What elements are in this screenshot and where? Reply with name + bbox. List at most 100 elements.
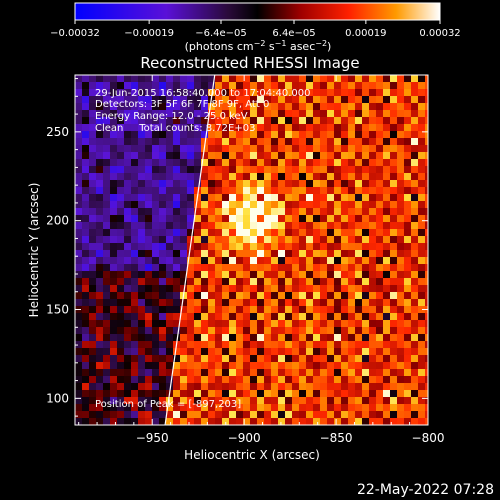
heatmap-cell <box>117 362 124 369</box>
heatmap-cell <box>418 271 425 278</box>
heatmap-cell <box>187 313 194 320</box>
heatmap-cell <box>117 131 124 138</box>
heatmap-cell <box>264 236 271 243</box>
heatmap-cell <box>313 124 320 131</box>
heatmap-cell <box>383 201 390 208</box>
heatmap-cell <box>250 334 257 341</box>
heatmap-cell <box>194 355 201 362</box>
heatmap-cell <box>243 411 250 418</box>
heatmap-cell <box>390 173 397 180</box>
heatmap-cell <box>103 278 110 285</box>
heatmap-cell <box>124 229 131 236</box>
heatmap-cell <box>82 166 89 173</box>
heatmap-cell <box>418 194 425 201</box>
heatmap-cell <box>82 187 89 194</box>
heatmap-cell <box>131 390 138 397</box>
heatmap-cell <box>229 201 236 208</box>
heatmap-cell <box>222 117 229 124</box>
heatmap-cell <box>390 376 397 383</box>
heatmap-cell <box>159 229 166 236</box>
heatmap-cell <box>124 369 131 376</box>
heatmap-cell <box>376 355 383 362</box>
heatmap-cell <box>285 124 292 131</box>
heatmap-cell <box>82 152 89 159</box>
heatmap-cell <box>89 180 96 187</box>
heatmap-cell <box>236 117 243 124</box>
heatmap-cell <box>124 327 131 334</box>
heatmap-cell <box>131 159 138 166</box>
heatmap-cell <box>404 334 411 341</box>
heatmap-cell <box>215 383 222 390</box>
heatmap-cell <box>138 215 145 222</box>
heatmap-cell <box>418 131 425 138</box>
heatmap-cell <box>89 173 96 180</box>
heatmap-cell <box>299 348 306 355</box>
heatmap-cell <box>348 229 355 236</box>
heatmap-cell <box>131 75 138 82</box>
heatmap-cell <box>362 404 369 411</box>
heatmap-cell <box>222 103 229 110</box>
heatmap-cell <box>327 215 334 222</box>
heatmap-cell <box>215 313 222 320</box>
heatmap-cell <box>117 236 124 243</box>
heatmap-cell <box>187 201 194 208</box>
heatmap-cell <box>215 369 222 376</box>
heatmap-cell <box>131 89 138 96</box>
heatmap-cell <box>383 376 390 383</box>
heatmap-cell <box>390 299 397 306</box>
heatmap-cell <box>306 334 313 341</box>
heatmap-cell <box>320 124 327 131</box>
heatmap-cell <box>96 299 103 306</box>
heatmap-cell <box>369 369 376 376</box>
heatmap-cell <box>145 327 152 334</box>
heatmap-cell <box>180 411 187 418</box>
heatmap-cell <box>327 299 334 306</box>
heatmap-cell <box>166 152 173 159</box>
heatmap-cell <box>236 376 243 383</box>
heatmap-cell <box>222 145 229 152</box>
heatmap-cell <box>145 292 152 299</box>
heatmap-cell <box>243 117 250 124</box>
heatmap-cell <box>369 180 376 187</box>
heatmap-cell <box>194 131 201 138</box>
heatmap-cell <box>369 103 376 110</box>
heatmap-cell <box>250 194 257 201</box>
heatmap-cell <box>404 75 411 82</box>
heatmap-cell <box>250 264 257 271</box>
heatmap-cell <box>418 82 425 89</box>
heatmap-cell <box>208 383 215 390</box>
heatmap-cell <box>341 110 348 117</box>
heatmap-cell <box>173 327 180 334</box>
heatmap-cell <box>320 131 327 138</box>
heatmap-cell <box>369 313 376 320</box>
heatmap-cell <box>313 264 320 271</box>
heatmap-cell <box>138 355 145 362</box>
heatmap-cell <box>257 411 264 418</box>
heatmap-cell <box>278 222 285 229</box>
heatmap-cell <box>299 299 306 306</box>
heatmap-cell <box>187 159 194 166</box>
heatmap-cell <box>117 264 124 271</box>
heatmap-cell <box>362 334 369 341</box>
heatmap-cell <box>250 404 257 411</box>
heatmap-cell <box>215 187 222 194</box>
heatmap-cell <box>131 250 138 257</box>
heatmap-cell <box>173 397 180 404</box>
heatmap-cell <box>124 208 131 215</box>
heatmap-cell <box>264 138 271 145</box>
heatmap-cell <box>404 187 411 194</box>
heatmap-cell <box>82 299 89 306</box>
heatmap-cell <box>334 180 341 187</box>
heatmap-cell <box>425 355 428 362</box>
heatmap-cell <box>285 89 292 96</box>
heatmap-cell <box>285 418 292 425</box>
heatmap-cell <box>124 341 131 348</box>
heatmap-cell <box>369 418 376 425</box>
heatmap-cell <box>110 257 117 264</box>
heatmap-cell <box>299 229 306 236</box>
heatmap-cell <box>355 292 362 299</box>
heatmap-cell <box>201 89 208 96</box>
heatmap-cell <box>369 229 376 236</box>
heatmap-cell <box>194 327 201 334</box>
heatmap-cell <box>243 229 250 236</box>
